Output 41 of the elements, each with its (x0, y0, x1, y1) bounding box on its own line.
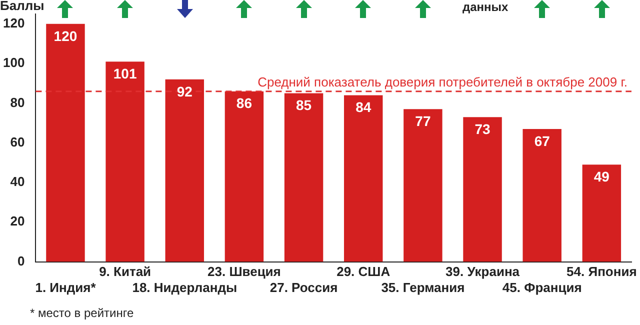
bar (344, 95, 383, 262)
bar (284, 93, 324, 262)
x-tick-label: 35. Германия (381, 280, 465, 295)
bar (165, 79, 204, 262)
bar (224, 91, 264, 262)
data-label: 86 (236, 95, 252, 112)
text: * место в рейтинге (30, 306, 134, 320)
y-tick-label: 100 (2, 55, 25, 70)
data-label: 84 (356, 99, 372, 116)
ref-line-label: Средний показатель доверия потребителей в октябре 2009 г. (258, 74, 628, 90)
y-tick-label: 60 (10, 134, 25, 150)
y-tick-label: 40 (10, 174, 25, 190)
y-tick-label: 20 (10, 214, 25, 229)
bar (522, 128, 562, 262)
x-tick-label: 39. Украина (446, 264, 520, 280)
data-label: 101 (113, 65, 137, 82)
bar (404, 109, 442, 262)
bar (106, 62, 144, 262)
annotation: данных (462, 0, 508, 14)
x-tick-label: 1. Индия* (35, 280, 97, 295)
x-tick-label: 29. США (336, 264, 391, 280)
data-label: 120 (54, 28, 78, 44)
x-tick-label: 27. Россия (270, 280, 338, 295)
x-tick-label: 54. Япония (566, 264, 637, 280)
y-tick-label: 120 (2, 15, 25, 30)
bar (582, 164, 622, 262)
y-tick-label: 80 (10, 94, 25, 110)
y-axis-title: Баллы (0, 0, 44, 14)
data-label: 92 (176, 83, 193, 100)
bar (46, 24, 85, 262)
bar (463, 117, 502, 262)
y-tick-label: 0 (17, 253, 25, 268)
x-tick-label: 9. Китай (99, 264, 152, 280)
x-tick-label: 18. Нидерланды (132, 280, 238, 295)
data-label: 67 (534, 132, 550, 149)
x-tick-label: 23. Швеция (208, 264, 281, 280)
data-label: 77 (415, 113, 431, 130)
data-label: 73 (474, 120, 491, 137)
data-label: 85 (296, 97, 312, 114)
x-tick-label: 45. Франция (502, 280, 582, 295)
data-label: 49 (594, 168, 610, 185)
